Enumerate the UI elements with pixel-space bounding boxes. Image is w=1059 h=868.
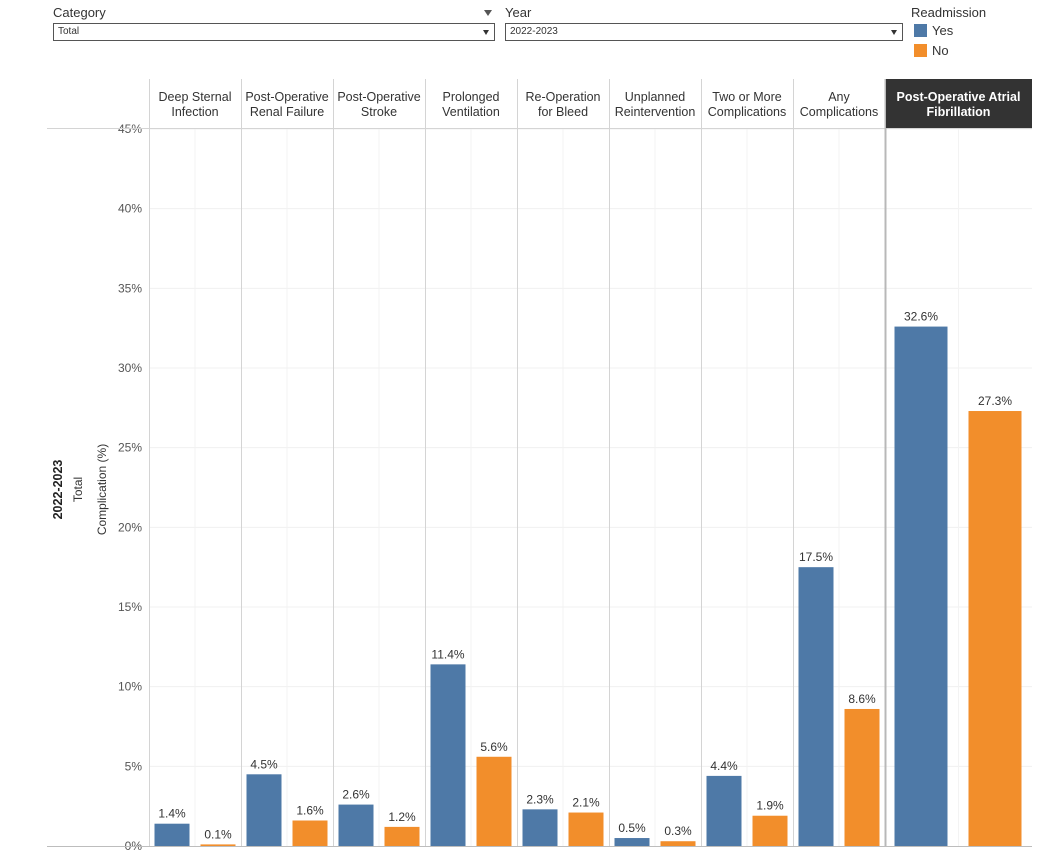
bar-yes bbox=[706, 775, 742, 846]
category-header-label: Unplanned bbox=[625, 90, 686, 104]
y-tick-label: 30% bbox=[118, 361, 142, 375]
bar-no bbox=[844, 708, 880, 846]
category-header-label: Renal Failure bbox=[250, 105, 324, 119]
bar-value-label: 4.5% bbox=[250, 757, 278, 771]
bar-value-label: 0.3% bbox=[664, 824, 692, 838]
legend-swatch-yes bbox=[914, 24, 927, 37]
y-tick-label: 35% bbox=[118, 281, 142, 295]
legend-item-yes[interactable]: Yes bbox=[914, 23, 953, 38]
category-header-label: Complications bbox=[800, 105, 879, 119]
y-tick-label: 40% bbox=[118, 202, 142, 216]
bar-no bbox=[968, 411, 1022, 846]
bar-value-label: 1.4% bbox=[158, 807, 186, 821]
bar-no bbox=[476, 756, 512, 846]
bar-value-label: 2.3% bbox=[526, 792, 554, 806]
category-header-label: Re-Operation bbox=[525, 90, 600, 104]
bar-no bbox=[384, 826, 420, 846]
bar-yes bbox=[522, 809, 558, 846]
bar-value-label: 1.6% bbox=[296, 804, 324, 818]
bar-no bbox=[200, 844, 236, 846]
bar-value-label: 2.1% bbox=[572, 796, 600, 810]
y-axis-title-line1: Total bbox=[71, 477, 85, 502]
bar-value-label: 4.4% bbox=[710, 759, 738, 773]
highlighted-header-background bbox=[886, 79, 1032, 128]
bar-value-label: 1.2% bbox=[388, 810, 416, 824]
year-select[interactable]: 2022-2023 bbox=[505, 23, 903, 41]
legend-swatch-no bbox=[914, 44, 927, 57]
year-select-value: 2022-2023 bbox=[510, 26, 558, 37]
bar-value-label: 0.1% bbox=[204, 827, 232, 841]
bar-no bbox=[292, 820, 328, 846]
category-filter-label: Category bbox=[53, 5, 106, 20]
bar-value-label: 17.5% bbox=[799, 550, 833, 564]
legend-title: Readmission bbox=[911, 5, 987, 20]
category-select[interactable]: Total bbox=[53, 23, 495, 41]
bar-value-label: 5.6% bbox=[480, 740, 508, 754]
bar-no bbox=[660, 841, 696, 846]
category-filter-menu-icon[interactable] bbox=[484, 10, 492, 16]
category-header-label: Ventilation bbox=[442, 105, 500, 119]
y-tick-label: 5% bbox=[125, 759, 143, 773]
y-tick-label: 25% bbox=[118, 441, 142, 455]
bar-yes bbox=[798, 567, 834, 846]
legend-item-no[interactable]: No bbox=[914, 43, 949, 58]
category-header-label: Complications bbox=[708, 105, 787, 119]
bar-value-label: 1.9% bbox=[756, 799, 784, 813]
bar-value-label: 2.6% bbox=[342, 788, 370, 802]
chevron-down-icon bbox=[891, 30, 897, 35]
bar-yes bbox=[430, 664, 466, 846]
bar-yes bbox=[338, 804, 374, 846]
bar-yes bbox=[154, 823, 190, 846]
category-header-label: Reintervention bbox=[615, 105, 696, 119]
category-header-label: Post-Operative bbox=[245, 90, 328, 104]
category-header-label: Prolonged bbox=[443, 90, 500, 104]
category-header-label: Stroke bbox=[361, 105, 397, 119]
legend-label-no: No bbox=[932, 43, 949, 58]
bar-no bbox=[752, 815, 788, 846]
category-header-label: Fibrillation bbox=[927, 105, 991, 119]
bar-value-label: 32.6% bbox=[904, 310, 938, 324]
category-header-label: Any bbox=[828, 90, 850, 104]
y-tick-label: 20% bbox=[118, 520, 142, 534]
bar-value-label: 8.6% bbox=[848, 692, 876, 706]
category-header-label: Infection bbox=[171, 105, 218, 119]
category-header-label: Deep Sternal bbox=[159, 90, 232, 104]
bar-yes bbox=[246, 774, 282, 846]
y-tick-label: 15% bbox=[118, 600, 142, 614]
bar-yes bbox=[894, 326, 948, 846]
bar-no bbox=[568, 812, 604, 846]
chevron-down-icon bbox=[483, 30, 489, 35]
bar-value-label: 0.5% bbox=[618, 821, 646, 835]
y-axis-title-line2: Complication (%) bbox=[95, 444, 109, 535]
year-filter-label: Year bbox=[505, 5, 532, 20]
category-select-value: Total bbox=[58, 26, 80, 37]
legend-label-yes: Yes bbox=[932, 23, 954, 38]
bar-yes bbox=[614, 838, 650, 846]
category-header-label: Two or More bbox=[712, 90, 782, 104]
y-tick-label: 10% bbox=[118, 680, 142, 694]
category-header-label: Post-Operative Atrial bbox=[897, 90, 1021, 104]
row-header-label: 2022-2023 bbox=[51, 460, 65, 520]
category-header-label: Post-Operative bbox=[337, 90, 420, 104]
bar-value-label: 11.4% bbox=[431, 647, 464, 661]
category-header-label: for Bleed bbox=[538, 105, 588, 119]
bar-value-label: 27.3% bbox=[978, 394, 1012, 408]
